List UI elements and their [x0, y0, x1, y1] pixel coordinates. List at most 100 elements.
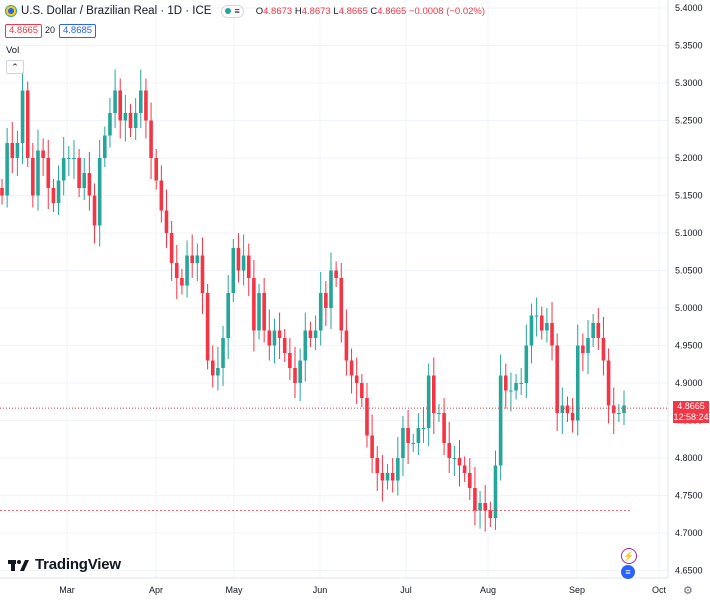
candle-body — [617, 413, 621, 414]
candle-body — [72, 158, 76, 159]
candle-body — [519, 383, 523, 384]
candle-body — [360, 383, 364, 398]
candle-body — [493, 465, 498, 518]
open-value: 4.8673 — [263, 5, 293, 17]
y-tick-label: 5.0500 — [675, 266, 703, 276]
x-tick-label: Apr — [149, 585, 163, 595]
candle-body — [432, 375, 436, 413]
candle-body — [344, 330, 349, 361]
candle-body — [329, 270, 333, 308]
y-tick-label: 5.3000 — [675, 78, 703, 88]
candle-body — [133, 113, 138, 128]
tradingview-logo[interactable]: TradingView — [8, 556, 121, 573]
candle-body — [118, 90, 123, 121]
candle-body — [437, 413, 441, 414]
candle-body — [41, 150, 45, 158]
candle-body — [514, 383, 518, 391]
candle-body — [303, 330, 308, 361]
candle-body — [15, 143, 20, 158]
candle-body — [354, 375, 359, 383]
candle-body — [174, 263, 179, 278]
candle-body — [601, 338, 606, 361]
candle-body — [51, 188, 56, 203]
candle-body — [498, 375, 503, 466]
us-economic-event-flag-icon[interactable]: ≡ — [621, 565, 635, 579]
candle-body — [380, 473, 385, 481]
collapse-legend-chevron-up-icon[interactable]: ⌃ — [6, 60, 24, 74]
candle-body — [195, 255, 200, 263]
candle-body — [457, 458, 462, 466]
candle-body — [210, 360, 215, 376]
candle-body — [123, 113, 128, 121]
chart-settings-gear-icon[interactable]: ⚙ — [683, 585, 693, 597]
market-status-toggle[interactable]: ≡ — [221, 4, 244, 18]
candle-body — [61, 158, 66, 181]
price-lines — [0, 407, 668, 511]
candle-body — [570, 413, 575, 421]
candle-body — [298, 360, 302, 383]
candle-body — [365, 398, 369, 436]
candle-countdown: 12:58:24 — [673, 412, 709, 422]
x-tick-label: Jul — [400, 585, 412, 595]
high-value: 4.8673 — [301, 5, 331, 17]
candle-body — [467, 473, 472, 488]
chart-legend: U.S. Dollar / Brazilian Real · 1D · ICE … — [0, 0, 485, 22]
sell-button[interactable]: 4.8665 — [5, 24, 43, 38]
candle-body — [442, 413, 446, 443]
candle-body — [611, 405, 616, 413]
candle-body — [92, 195, 97, 226]
candle-body — [87, 173, 92, 196]
price-axis[interactable]: 5.4000 5.3500 5.3000 5.2500 5.2000 5.1500 5.10… — [667, 0, 703, 578]
candle-body — [200, 255, 205, 293]
y-tick-label: 4.7500 — [675, 491, 703, 501]
buy-button[interactable]: 4.8685 — [59, 24, 97, 38]
candle-body — [581, 345, 585, 353]
candle-body — [334, 270, 338, 278]
candle-body — [241, 255, 246, 271]
lightning-event-icon[interactable]: ⚡ — [621, 548, 637, 564]
candle-body — [154, 158, 159, 181]
candle-body — [416, 428, 421, 443]
candle-body — [164, 210, 169, 233]
symbol-title[interactable]: U.S. Dollar / Brazilian Real · 1D · ICE — [21, 5, 212, 17]
candle-body — [46, 158, 51, 188]
candle-body — [401, 428, 405, 458]
equals-icon: ≡ — [234, 5, 240, 16]
candle-body — [180, 278, 184, 286]
candle-body — [103, 135, 107, 158]
candle-body — [282, 338, 287, 353]
candle-body — [529, 315, 534, 346]
candle-body — [77, 158, 81, 188]
candle-body — [149, 120, 153, 158]
x-tick-label: Aug — [480, 585, 496, 595]
y-tick-label: 4.9500 — [675, 341, 703, 351]
y-tick-label: 5.2000 — [675, 153, 703, 163]
market-open-dot-icon — [225, 8, 232, 14]
candle-body — [216, 368, 220, 376]
candle-body — [462, 465, 467, 473]
y-tick-label: 4.6500 — [675, 566, 703, 576]
candle-body — [565, 405, 570, 413]
candle-body — [257, 293, 261, 331]
candle-body — [113, 90, 117, 113]
candle-body — [483, 503, 488, 511]
candle-body — [539, 315, 544, 331]
candle-body — [5, 143, 9, 196]
candle-body — [534, 315, 539, 317]
x-tick-label: Sep — [569, 585, 585, 595]
candle-body — [277, 330, 282, 338]
candle-body — [396, 458, 400, 481]
candle-body — [293, 368, 297, 383]
candle-body — [205, 293, 210, 361]
candle-body — [246, 255, 251, 278]
brand-name: TradingView — [35, 556, 121, 573]
candle-body — [288, 353, 292, 368]
candle-body — [349, 360, 354, 376]
candle-body — [97, 158, 102, 226]
time-axis[interactable]: Mar Apr May Jun Jul Aug Sep Oct — [0, 577, 668, 595]
candle-body — [20, 90, 25, 143]
candle-body — [545, 323, 549, 331]
candle-body — [221, 338, 225, 368]
candle-body — [226, 293, 230, 338]
